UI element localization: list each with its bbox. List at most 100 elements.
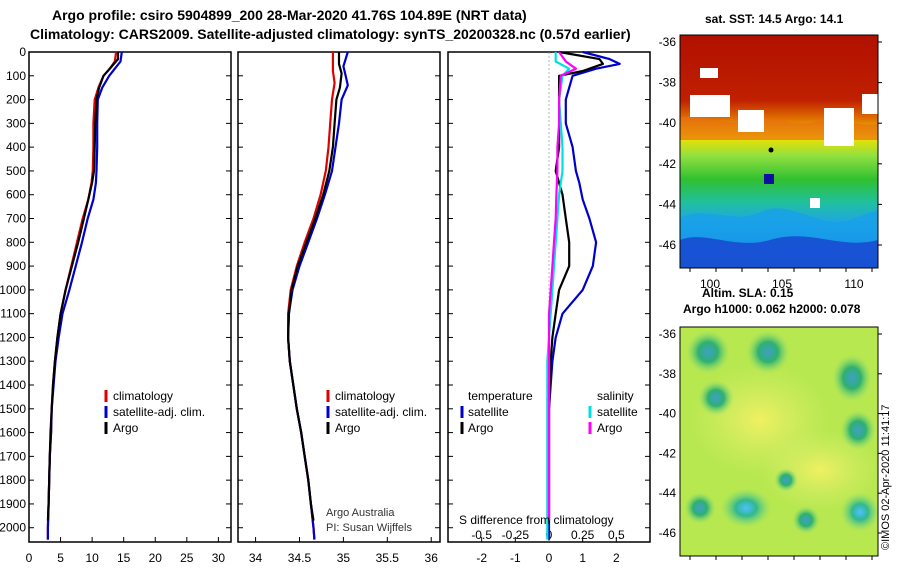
difference-legend: temperature salinity satellite Argo sate… bbox=[459, 389, 638, 527]
s-tick-label: -0.5 bbox=[471, 528, 492, 542]
legend-label-satellite: satellite-adj. clim. bbox=[335, 405, 427, 419]
lat-tick-label: -36 bbox=[659, 327, 677, 341]
depth-tick-label: 1000 bbox=[0, 283, 26, 297]
salinity-legend: climatology satellite-adj. clim. Argo Ar… bbox=[326, 389, 427, 534]
sla-eddy bbox=[792, 506, 820, 534]
lat-tick-label: -44 bbox=[659, 486, 677, 500]
lat-tick-label: -46 bbox=[659, 238, 677, 252]
s-tick-label: -0.25 bbox=[502, 528, 530, 542]
legend-label-t-argo: Argo bbox=[468, 421, 494, 435]
legend-heading-temperature: temperature bbox=[468, 389, 533, 403]
depth-tick-label: 800 bbox=[6, 235, 26, 249]
x-tick-label: 36 bbox=[425, 551, 439, 565]
depth-tick-label: 300 bbox=[6, 116, 26, 130]
x-tick-label: 0 bbox=[546, 551, 553, 565]
depth-tick-label: 900 bbox=[6, 259, 26, 273]
legend-label-s-argo: Argo bbox=[597, 421, 623, 435]
lat-tick-label: -40 bbox=[659, 116, 677, 130]
figure-title-line2: Climatology: CARS2009. Satellite-adjuste… bbox=[30, 26, 631, 42]
x-tick-label: 30 bbox=[212, 551, 226, 565]
map-axis-ticks: -36 -38 -40 -42 -44 -46 100 105 110 -36 -38 -40 -42 -… bbox=[659, 35, 882, 560]
sla-eddy bbox=[840, 492, 878, 532]
s-tick-label: 0.25 bbox=[571, 528, 595, 542]
depth-tick-label: 1700 bbox=[0, 449, 26, 463]
legend-label-argo: Argo bbox=[113, 421, 139, 435]
legend-heading-salinity: salinity bbox=[597, 389, 634, 403]
depth-tick-label: 200 bbox=[6, 93, 26, 107]
x-tick-label: 34.5 bbox=[288, 551, 312, 565]
legend-label-climatology: climatology bbox=[335, 389, 395, 403]
cloud-mask bbox=[690, 95, 730, 117]
sla-eddy bbox=[684, 492, 716, 524]
depth-tick-label: 1300 bbox=[0, 354, 26, 368]
sla-eddy bbox=[840, 410, 876, 450]
lon-tick-label: 110 bbox=[844, 277, 863, 291]
x-tick-label: 35 bbox=[337, 551, 351, 565]
depth-tick-label: 700 bbox=[6, 212, 26, 226]
lat-tick-label: -40 bbox=[659, 407, 677, 421]
legend-label-s-satellite: satellite bbox=[597, 405, 638, 419]
x-tick-label: 5 bbox=[57, 551, 64, 565]
depth-tick-label: 600 bbox=[6, 188, 26, 202]
legend-label-argo: Argo bbox=[335, 421, 361, 435]
salinity-panel-frame bbox=[237, 51, 441, 543]
sst-map-frame bbox=[679, 34, 879, 269]
lon-tick-label: 100 bbox=[700, 277, 720, 291]
depth-tick-label: 1900 bbox=[0, 497, 26, 511]
x-tick-label: 25 bbox=[180, 551, 194, 565]
depth-tick-label: 1100 bbox=[0, 307, 26, 321]
s-tick-label: 0.5 bbox=[608, 528, 625, 542]
lon-tick-label: 105 bbox=[772, 277, 792, 291]
series-argo bbox=[287, 52, 343, 521]
sla-eddy bbox=[720, 488, 772, 528]
series-salinity-argo bbox=[547, 51, 578, 521]
sla-eddy bbox=[832, 354, 872, 402]
cloud-mask bbox=[824, 108, 854, 146]
depth-tick-label: 0 bbox=[19, 45, 26, 59]
temperature-panel-frame bbox=[28, 51, 232, 543]
x-tick-label: 0 bbox=[26, 551, 33, 565]
lat-tick-label: -46 bbox=[659, 526, 677, 540]
figure-title-line1: Argo profile: csiro 5904899_200 28-Mar-2… bbox=[52, 7, 527, 23]
cloud-mask bbox=[700, 68, 718, 78]
depth-tick-label: 1200 bbox=[0, 330, 26, 344]
sla-eddy bbox=[698, 380, 734, 416]
x-tick-label: 1 bbox=[579, 551, 586, 565]
cloud-mask bbox=[810, 198, 820, 208]
lat-tick-label: -36 bbox=[659, 35, 677, 49]
lat-tick-label: -38 bbox=[659, 76, 677, 90]
argo-float-marker bbox=[768, 147, 774, 153]
series-argo bbox=[46, 52, 120, 521]
legend-label-satellite: satellite-adj. clim. bbox=[113, 405, 205, 419]
sst-map bbox=[680, 35, 878, 268]
x-tick-label: 20 bbox=[149, 551, 163, 565]
sla-map-title-line1: Altim. SLA: 0.15 bbox=[702, 286, 794, 300]
series-layer bbox=[46, 50, 621, 540]
credit-argo-australia: Argo Australia bbox=[326, 507, 395, 519]
x-tick-label: -1 bbox=[510, 551, 521, 565]
series-temperature-argo bbox=[547, 50, 605, 521]
legend-label-climatology: climatology bbox=[113, 389, 173, 403]
sla-eddy bbox=[774, 468, 798, 492]
series-salinity-satellite bbox=[546, 52, 571, 540]
sla-eddy bbox=[746, 330, 790, 374]
sla-map-title-line2: Argo h1000: 0.062 h2000: 0.078 bbox=[683, 302, 861, 316]
lat-tick-label: -42 bbox=[659, 446, 677, 460]
lat-tick-label: -42 bbox=[659, 157, 677, 171]
sst-map-title: sat. SST: 14.5 Argo: 14.1 bbox=[705, 12, 844, 26]
depth-tick-label: 2000 bbox=[0, 521, 26, 535]
x-tick-label: 15 bbox=[117, 551, 131, 565]
cloud-mask bbox=[738, 110, 764, 132]
sst-cold-pixel bbox=[764, 174, 774, 184]
credit-pi: PI: Susan Wijffels bbox=[326, 522, 412, 534]
x-tick-label: -2 bbox=[476, 551, 487, 565]
depth-tick-label: 1400 bbox=[0, 378, 26, 392]
lat-tick-label: -38 bbox=[659, 367, 677, 381]
depth-tick-label: 1600 bbox=[0, 426, 26, 440]
x-tick-label: 34 bbox=[249, 551, 263, 565]
legend-label-t-satellite: satellite bbox=[468, 405, 509, 419]
lat-tick-label: -44 bbox=[659, 197, 677, 211]
depth-tick-label: 100 bbox=[6, 69, 26, 83]
